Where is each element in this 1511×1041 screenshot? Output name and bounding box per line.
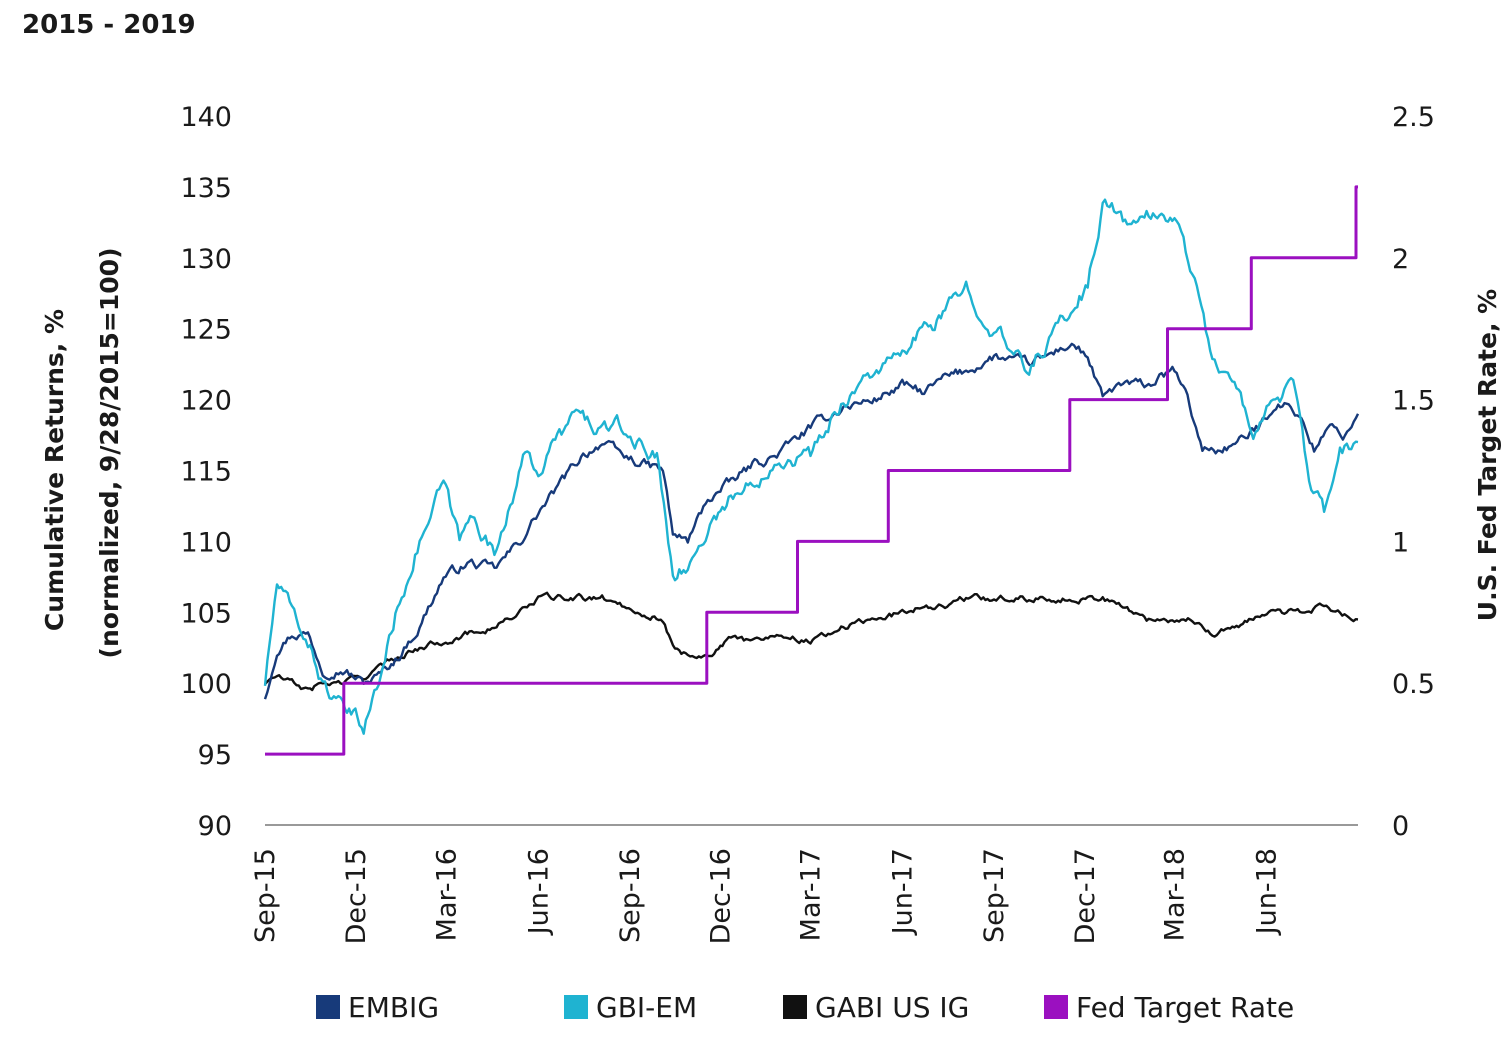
y-left-tick-label: 125 bbox=[180, 315, 232, 346]
series-line-embig bbox=[263, 342, 1360, 700]
x-tick-label: Jun-16 bbox=[523, 848, 554, 936]
x-tick-label: Sep-15 bbox=[250, 848, 281, 943]
series-line-fed-target-rate bbox=[265, 185, 1358, 756]
y-right-tick-label: 0.5 bbox=[1392, 669, 1435, 700]
axes-layer: 140 135 130 125 120 115 110 105 100 95 90 2.5 2 1.5 1 0… bbox=[40, 102, 1502, 944]
x-tick-label: Mar-17 bbox=[796, 848, 827, 941]
legend: EMBIG GBI-EM GABI US IG Fed Target Rate bbox=[0, 985, 1511, 1029]
y-left-axis-title-line2: (normalized, 9/28/2015=100) bbox=[95, 248, 124, 659]
series-line-gbi-em bbox=[263, 198, 1359, 735]
x-tick-label: Sep-17 bbox=[979, 848, 1010, 943]
y-left-tick-label: 130 bbox=[180, 244, 232, 275]
legend-label: Fed Target Rate bbox=[1076, 990, 1295, 1024]
y-right-tick-label: 2 bbox=[1392, 244, 1409, 275]
x-tick-label: Jun-17 bbox=[887, 848, 918, 936]
legend-item: EMBIG bbox=[316, 985, 439, 1029]
x-tick-label: Dec-15 bbox=[341, 848, 372, 944]
y-left-tick-label: 135 bbox=[180, 173, 232, 204]
y-left-tick-label: 95 bbox=[198, 740, 232, 771]
y-left-tick-label: 120 bbox=[180, 386, 232, 417]
y-left-axis-title-line1: Cumulative Returns, % bbox=[40, 309, 69, 631]
legend-swatch bbox=[1044, 995, 1068, 1019]
legend-item: GBI-EM bbox=[564, 985, 697, 1029]
x-tick-label: Dec-17 bbox=[1070, 848, 1101, 944]
legend-swatch bbox=[783, 995, 807, 1019]
x-tick-label: Mar-16 bbox=[432, 848, 463, 941]
y-left-tick-label: 110 bbox=[180, 527, 232, 558]
y-right-tick-label: 2.5 bbox=[1392, 102, 1435, 133]
legend-label: EMBIG bbox=[348, 990, 440, 1024]
y-right-tick-label: 1.5 bbox=[1392, 386, 1435, 417]
y-left-tick-label: 100 bbox=[180, 669, 232, 700]
y-right-tick-label: 0 bbox=[1392, 811, 1409, 842]
series-layer bbox=[263, 185, 1360, 756]
y-left-tick-label: 115 bbox=[180, 457, 232, 488]
legend-swatch bbox=[316, 995, 340, 1019]
x-tick-label: Dec-16 bbox=[706, 848, 737, 944]
series-line-gabi-us-ig bbox=[264, 591, 1359, 692]
legend-item: GABI US IG bbox=[783, 985, 969, 1029]
y-left-tick-label: 90 bbox=[198, 811, 232, 842]
y-left-tick-label: 140 bbox=[180, 102, 232, 133]
x-tick-label: Sep-16 bbox=[615, 848, 646, 943]
legend-label: GBI-EM bbox=[596, 990, 698, 1024]
x-tick-label: Mar-18 bbox=[1160, 848, 1191, 941]
legend-label: GABI US IG bbox=[815, 990, 970, 1024]
x-tick-label: Jun-18 bbox=[1251, 848, 1282, 936]
y-left-tick-label: 105 bbox=[180, 598, 232, 629]
y-right-tick-label: 1 bbox=[1392, 527, 1409, 558]
legend-item: Fed Target Rate bbox=[1044, 985, 1294, 1029]
chart-title: 2015 - 2019 bbox=[22, 10, 196, 40]
y-right-axis-title: U.S. Fed Target Rate, % bbox=[1473, 289, 1502, 621]
legend-swatch bbox=[564, 995, 588, 1019]
